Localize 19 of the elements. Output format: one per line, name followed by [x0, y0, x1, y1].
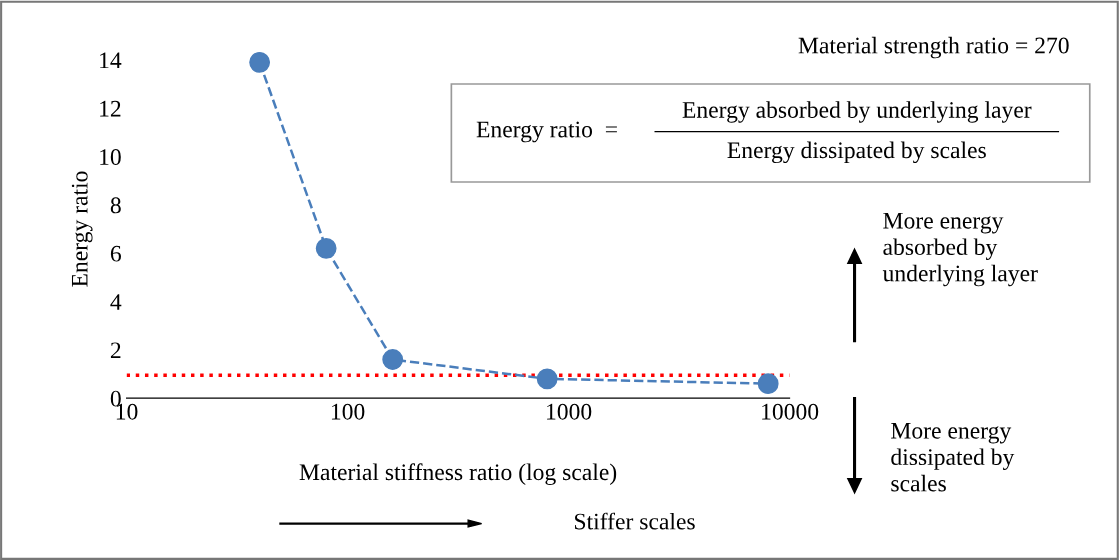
- annotation: Energy ratio =: [476, 121, 617, 143]
- y-tick-label: 4: [110, 294, 122, 310]
- y-tick-label: 8: [110, 197, 121, 214]
- annotation: Energy dissipated by scales: [727, 141, 986, 164]
- annotation: Energy absorbed by underlying layer: [682, 101, 1032, 123]
- text: More energy absorbed by underlying layer: [882, 212, 1038, 287]
- y-tick-label: 14: [100, 52, 122, 69]
- x-tick-label: 100: [331, 403, 365, 420]
- x-tick-label: 1000: [547, 403, 592, 420]
- text: Stiffer scales: [575, 512, 695, 530]
- x-axis-title: Material stiffness ratio (log scale): [299, 463, 617, 486]
- y-tick-label: 12: [100, 100, 121, 117]
- y-tick-label: 6: [110, 245, 121, 262]
- y-tick-label: 2: [110, 342, 121, 359]
- y-tick-label: 10: [100, 149, 121, 165]
- x-tick-label: 10000: [762, 403, 819, 420]
- text: Material strength ratio = 270: [798, 36, 1069, 59]
- text: More energy dissipated by scales: [891, 422, 1015, 492]
- y-axis-title: Energy ratio: [71, 171, 93, 287]
